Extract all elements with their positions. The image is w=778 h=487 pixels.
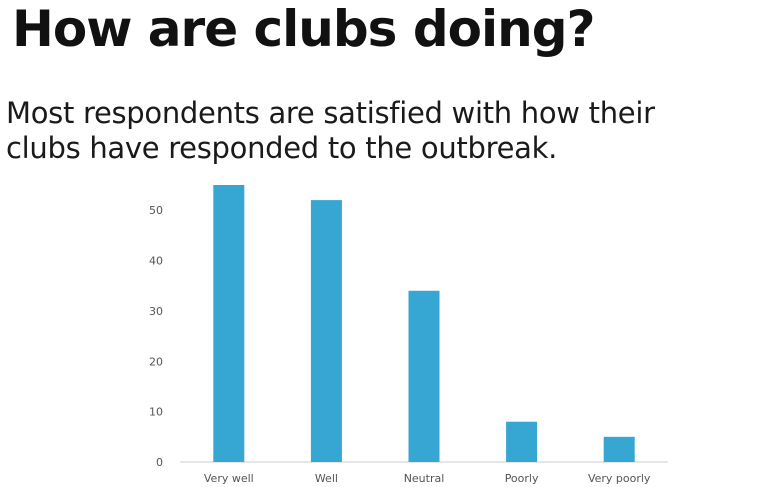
y-tick-label: 30 [149,305,163,318]
subtitle-line-1: Most respondents are satisfied with how … [6,96,655,130]
bar-well [310,200,342,463]
bar-very-well [213,185,245,462]
x-axis-labels: Very well Well Neutral Poorly Very poorly [204,472,651,485]
x-tick-label: Neutral [404,472,445,485]
bars [213,185,635,463]
y-tick-label: 50 [149,204,163,217]
x-tick-label: Very poorly [588,472,651,485]
bar-neutral [408,290,440,462]
y-axis-ticks: 0 10 20 30 40 50 [149,204,163,469]
page-title: How are clubs doing? [12,0,596,58]
y-tick-label: 40 [149,255,163,268]
subtitle-line-2: clubs have responded to the outbreak. [6,131,557,165]
y-tick-label: 0 [156,456,163,469]
bar-poorly [506,421,538,462]
page-subtitle: Most respondents are satisfied with how … [6,96,766,166]
y-tick-label: 20 [149,355,163,368]
y-tick-label: 10 [149,406,163,419]
x-tick-label: Very well [204,472,254,485]
x-tick-label: Poorly [505,472,539,485]
x-tick-label: Well [315,472,338,485]
bar-very-poorly [603,436,635,462]
